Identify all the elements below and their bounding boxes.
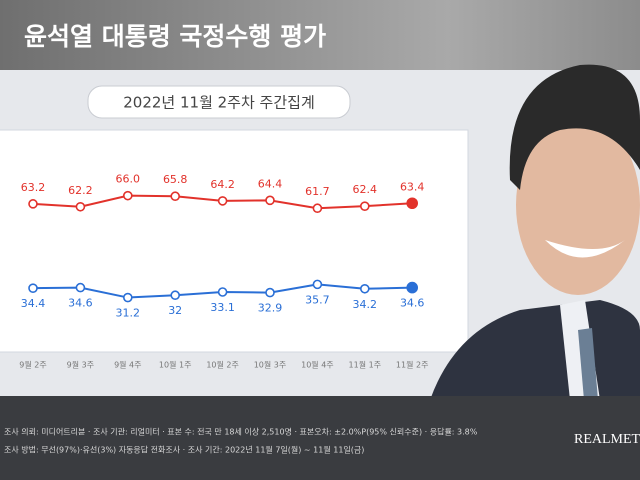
data-point [359, 283, 370, 294]
value-label: 64.4 [258, 177, 283, 190]
data-point [75, 201, 86, 212]
header-band [0, 0, 640, 70]
value-label: 62.4 [353, 183, 378, 196]
data-point [170, 191, 180, 202]
data-point [406, 197, 419, 210]
x-tick-label: 10월 1주 [159, 360, 192, 370]
plot-area [0, 129, 469, 353]
value-label: 34.2 [353, 298, 378, 311]
subtitle: 2022년 11월 2주차 주간집계 [123, 94, 315, 112]
data-point [28, 283, 38, 293]
value-label: 66.0 [116, 173, 141, 186]
footnote: 조사 의뢰: 미디어트리뷴 · 조사 기관: 리얼미터 · 표본 수: 전국 만… [4, 427, 478, 437]
x-tick-label: 11월 2주 [396, 360, 429, 370]
data-point [75, 282, 86, 293]
data-point [406, 281, 419, 294]
data-point [28, 199, 38, 209]
data-point [312, 279, 323, 290]
value-label: 65.8 [163, 173, 188, 186]
x-tick-label: 11월 1주 [349, 360, 382, 370]
value-label: 34.6 [400, 297, 425, 310]
value-label: 33.1 [210, 301, 235, 314]
x-tick-label: 10월 3주 [254, 360, 287, 370]
x-tick-label: 9월 3주 [67, 360, 94, 370]
data-point [265, 287, 275, 298]
data-point [217, 196, 228, 206]
value-label: 32.9 [258, 302, 283, 315]
value-label: 62.2 [68, 184, 93, 197]
footnote: 조사 방법: 무선(97%)·유선(3%) 자동응답 전화조사 · 조사 기간:… [4, 445, 364, 455]
value-label: 34.6 [68, 297, 93, 310]
data-point [217, 287, 228, 297]
data-point [312, 203, 323, 214]
x-tick-label: 10월 2주 [206, 360, 239, 370]
subtitle-box [87, 85, 351, 119]
x-tick-label: 9월 4주 [114, 360, 141, 370]
value-label: 63.4 [400, 180, 425, 193]
chart-title: 윤석열 대통령 국정수행 평가 [24, 22, 326, 51]
value-label: 63.2 [21, 181, 46, 194]
value-label: 64.2 [210, 178, 235, 191]
value-label: 31.2 [116, 307, 141, 320]
x-tick-label: 9월 2주 [19, 360, 46, 370]
portrait [430, 64, 640, 400]
x-tick-label: 10월 4주 [301, 360, 334, 370]
logo: REALMETER [574, 432, 640, 447]
data-point [123, 292, 133, 303]
data-point [265, 195, 275, 206]
value-label: 32 [168, 304, 182, 317]
data-point [170, 290, 180, 301]
data-point [123, 190, 133, 201]
value-label: 35.7 [305, 293, 330, 306]
value-label: 34.4 [21, 297, 46, 310]
value-label: 61.7 [305, 185, 330, 198]
footer-band [0, 396, 640, 480]
data-point [359, 201, 370, 211]
